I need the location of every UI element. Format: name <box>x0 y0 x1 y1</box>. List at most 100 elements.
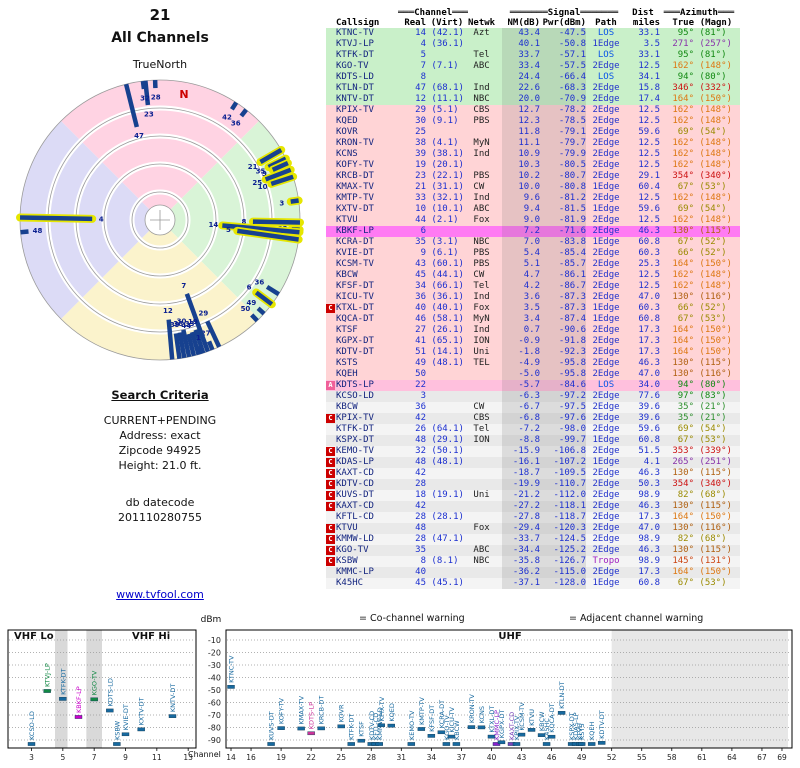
channel-tick-label: 64 <box>727 753 737 762</box>
co-channel-icon: C <box>347 614 354 623</box>
table-row: K45HC 45 (45.1) -37.1 -128.0 1Edge 60.8 67° (… <box>326 578 740 589</box>
callsign-cell: KDTV-CD <box>336 479 374 489</box>
dbm-axis-label: dBm <box>200 615 222 625</box>
radar-signal-bar <box>230 101 239 111</box>
table-row: KQEH 50 -5.0 -95.8 2Edge 47.0 130° (116°) <box>326 369 740 380</box>
table-row: KMAX-TV 21 (31.1) CW 10.0 -80.8 1Edge 60.4 67°… <box>326 182 740 193</box>
co-channel-warning-icon: C <box>326 557 335 566</box>
tvfool-link[interactable]: www.tvfool.com <box>116 588 204 601</box>
table-row: KFSF-DT 34 (66.1) Tel 4.2 -86.7 2Edge 12.5 162… <box>326 281 740 292</box>
channel-tick-label: 9 <box>123 753 128 762</box>
table-row: KGO-TV 7 (7.1) ABC 33.4 -57.5 2Edge 12.5 162° … <box>326 61 740 72</box>
radar-signal-bar <box>267 156 287 170</box>
callsign-cell: KDTS-LP <box>336 380 374 390</box>
station-signal-bar <box>59 697 67 701</box>
radar-ring <box>103 163 217 277</box>
table-row: KBCW 45 (44.1) CW 4.7 -86.1 2Edge 12.5 162° (1… <box>326 270 740 281</box>
channel-tick-label: 3 <box>29 753 34 762</box>
radar-signal-bar <box>205 320 222 348</box>
radar-signal-bar <box>184 293 210 353</box>
report-channel-title: 21 <box>149 6 171 24</box>
channel-tick-label: 13 <box>183 753 193 762</box>
radar-signal-bar <box>20 229 29 235</box>
callsign-cell: KQEH <box>336 369 358 379</box>
channel-tick-label: 19 <box>276 753 286 762</box>
uhf-panel <box>225 629 793 749</box>
table-row: A KDTS-LP 22 -5.7 -84.6 LOS 34.0 94° (80°) <box>326 380 740 391</box>
table-row: KQCA-DT 46 (58.1) MyN 3.4 -87.4 1Edge 60.8 67°… <box>326 314 740 325</box>
callsign-cell: KCRA-DT <box>336 237 374 247</box>
callsign-cell: KGO-TV <box>336 545 369 555</box>
station-signal-bar <box>447 734 456 739</box>
table-row: KTVJ-LP 4 (36.1) 40.1 -50.8 1Edge 3.5 271° (2… <box>326 39 740 50</box>
col-true: True <box>672 18 694 28</box>
channel-tick-label: 28 <box>366 753 376 762</box>
radar-channel-label: 9 <box>262 170 267 178</box>
callsign-cell: KTVU <box>336 523 358 533</box>
channel-tick-label: 16 <box>246 753 256 762</box>
radar-signal-bar <box>270 174 294 186</box>
col-netwk: Netwk <box>468 18 496 28</box>
co-channel-warning-icon: C <box>326 480 335 489</box>
station-callsign-label: KMAX-TV <box>298 695 306 724</box>
callsign-cell: KQED <box>336 116 358 126</box>
station-signal-bar <box>587 742 596 746</box>
table-row: C KSBW 8 (8.1) NBC -35.8 -126.7 Tropo 98.9 145°… <box>326 556 740 567</box>
radar-signal-bar <box>237 228 299 242</box>
callsign-cell: KQCA-DT <box>336 314 374 324</box>
table-column-header: Callsign Real (Virt) Netwk NM(dB) Pwr(dB… <box>326 18 740 28</box>
radar-channel-label: 12 <box>163 307 173 315</box>
station-callsign-label: KTFK-DT <box>59 668 67 694</box>
callsign-cell: KBCW <box>336 270 358 280</box>
station-callsign-label: KDTV-DT <box>598 710 606 739</box>
radar-channel-label: 29 <box>199 310 209 318</box>
table-row: KPIX-TV 29 (5.1) CBS 12.7 -78.2 2Edge 12.5 162… <box>326 105 740 116</box>
station-callsign-label: KBKF-LP <box>75 686 83 713</box>
table-row: C KGO-TV 35 ABC -34.4 -125.2 2Edge 46.3 130° (1… <box>326 545 740 556</box>
callsign-cell: KDTV-DT <box>336 347 374 357</box>
station-callsign-label: KUVS-DT <box>268 711 276 740</box>
radar-channel-label: 27 <box>201 330 211 338</box>
station-signal-bar <box>137 727 145 732</box>
radar-signal-bar <box>193 329 206 354</box>
dbm-tick-label: -40 <box>208 674 221 683</box>
channel-tick-label: 69 <box>777 753 787 762</box>
table-row: KOFY-TV 19 (20.1) 10.3 -80.5 2Edge 12.5 162° … <box>326 160 740 171</box>
callsign-cell: KOVR <box>336 127 358 137</box>
adjacent-channel-legend: A = Adjacent channel warning <box>556 613 704 624</box>
channel-tick-label: 58 <box>667 753 677 762</box>
station-signal-bar <box>542 742 551 746</box>
radar-signal-bar <box>140 80 147 90</box>
azimuth-group-header: ═══Azimuth═══ <box>663 8 735 18</box>
radar-channel-label: 10 <box>258 183 268 191</box>
station-signal-bar <box>168 714 177 718</box>
callsign-cell: KFSF-DT <box>336 281 374 291</box>
station-signal-bar <box>307 731 315 736</box>
station-signal-bar <box>297 726 305 731</box>
radar-channel-label: 21 <box>248 163 258 171</box>
search-height: Height: 21.0 ft. <box>118 459 202 472</box>
station-callsign-label: KMTP-TV <box>418 697 426 725</box>
table-row: C KAXT-CD 42 -18.7 -109.5 2Edge 46.3 130° (115… <box>326 468 740 479</box>
table-row: KTSF 27 (26.1) Ind 0.7 -90.6 2Edge 17.3 164° (… <box>326 325 740 336</box>
radar-channel-label: 35 <box>256 167 266 175</box>
station-callsign-label: KCSM-TV <box>518 702 526 731</box>
station-callsign-label: KTSF <box>358 721 366 737</box>
radar-signal-bar <box>239 108 248 118</box>
radar-signal-bar <box>264 167 292 182</box>
table-row: KDTS-LD 8 24.4 -66.4 LOS 34.1 94° (80°) <box>326 72 740 83</box>
radar-channel-label: 42 <box>222 113 232 121</box>
dbm-tick-label: -20 <box>208 649 221 658</box>
callsign-cell: KDAS-LP <box>336 457 374 467</box>
callsign-cell: KVIE-DT <box>336 248 374 258</box>
station-callsign-label: KEMO-TV <box>408 710 416 740</box>
search-address: Address: exact <box>119 429 201 442</box>
radar-channel-label: 25 <box>252 179 262 187</box>
station-callsign-label: KPIX-TV <box>378 696 386 721</box>
callsign-cell: KPIX-TV <box>336 413 374 423</box>
channel-tick-label: 5 <box>60 753 65 762</box>
callsign-cell: KTVU <box>336 215 358 225</box>
co-channel-text: = Co-channel warning <box>359 613 465 624</box>
station-callsign-label: KICU-TV <box>448 706 456 732</box>
